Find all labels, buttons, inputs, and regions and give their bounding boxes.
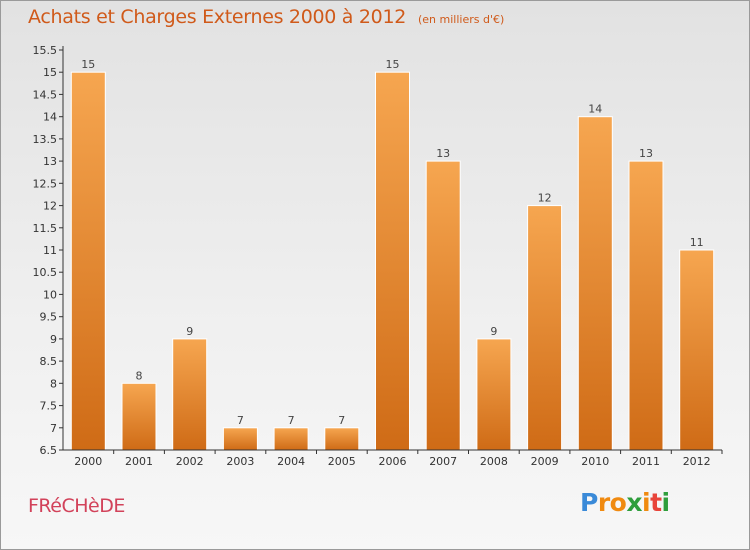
y-tick-label: 8.5 [40, 355, 58, 368]
y-tick-label: 9 [50, 333, 57, 346]
y-tick-label: 11.5 [33, 222, 58, 235]
data-label-2005: 7 [338, 414, 345, 427]
y-tick-label: 11 [43, 244, 57, 257]
logo-letter: r [597, 488, 610, 517]
bar-2007 [425, 160, 461, 451]
y-tick-label: 10.5 [33, 266, 58, 279]
data-label-2009: 12 [538, 192, 552, 205]
data-label-2006: 15 [386, 58, 400, 71]
bar-2010 [577, 116, 613, 451]
logo-letter: P [580, 488, 598, 517]
y-tick-label: 14 [43, 111, 57, 124]
bar-2004 [273, 427, 309, 451]
x-tick-label-2001: 2001 [125, 455, 153, 468]
bar-2003 [222, 427, 258, 451]
x-tick-label-2006: 2006 [379, 455, 407, 468]
y-tick-label: 6.5 [40, 444, 58, 457]
proxiti-logo[interactable]: Proxiti [580, 488, 670, 517]
x-tick-label-2011: 2011 [632, 455, 660, 468]
logo-letter: t [650, 488, 662, 517]
x-tick-label-2012: 2012 [683, 455, 711, 468]
commune-name: FRéCHèDE [28, 495, 125, 517]
y-tick-label: 13.5 [33, 133, 58, 146]
y-tick-label: 13 [43, 155, 57, 168]
x-tick-label-2002: 2002 [176, 455, 204, 468]
x-tick-label-2007: 2007 [429, 455, 457, 468]
x-tick-label-2008: 2008 [480, 455, 508, 468]
x-tick-label-2003: 2003 [226, 455, 254, 468]
x-tick-label-2004: 2004 [277, 455, 305, 468]
data-label-2000: 15 [81, 58, 95, 71]
logo-letter: o [609, 488, 627, 517]
data-label-2008: 9 [490, 325, 497, 338]
data-label-2010: 14 [588, 103, 602, 116]
bar-2008 [476, 338, 512, 451]
y-tick-label: 15 [43, 66, 57, 79]
x-tick-label-2009: 2009 [531, 455, 559, 468]
data-label-2002: 9 [186, 325, 193, 338]
y-tick-label: 9.5 [40, 311, 58, 324]
data-label-2007: 13 [436, 147, 450, 160]
bar-2005 [324, 427, 360, 451]
bar-2002 [172, 338, 208, 451]
chart-title: Achats et Charges Externes 2000 à 2012 [28, 6, 407, 28]
logo-letter: i [661, 488, 671, 517]
y-tick-label: 14.5 [33, 88, 58, 101]
x-tick-label-2000: 2000 [74, 455, 102, 468]
chart-subtitle: (en milliers d'€) [418, 13, 505, 26]
x-tick-label-2005: 2005 [328, 455, 356, 468]
data-label-2001: 8 [136, 369, 143, 382]
data-label-2012: 11 [690, 236, 704, 249]
y-tick-label: 12 [43, 200, 57, 213]
logo-letter: i [642, 488, 651, 517]
x-tick-label-2010: 2010 [581, 455, 609, 468]
y-tick-label: 15.5 [33, 44, 58, 57]
bar-2000 [70, 71, 106, 451]
logo-letter: x [626, 488, 642, 517]
y-tick-label: 8 [50, 377, 57, 390]
bar-2006 [375, 71, 410, 451]
y-tick-label: 12.5 [33, 177, 58, 190]
axes-group: 2000 2001 2002 2003 2004 2005 2006 2007 2008 2009… [33, 44, 723, 468]
data-label-2011: 13 [639, 147, 653, 160]
data-label-2004: 7 [288, 414, 295, 427]
bar-2012 [679, 249, 715, 451]
bar-2009 [527, 205, 563, 451]
bars-group: 15 8 9 7 7 7 15 13 9 12 14 13 11 [70, 58, 715, 451]
bar-2011 [628, 160, 664, 451]
data-label-2003: 7 [237, 414, 244, 427]
y-tick-label: 7 [50, 422, 57, 435]
bar-2001 [121, 382, 157, 451]
y-tick-label: 10 [43, 288, 57, 301]
y-tick-label: 7.5 [40, 400, 58, 413]
